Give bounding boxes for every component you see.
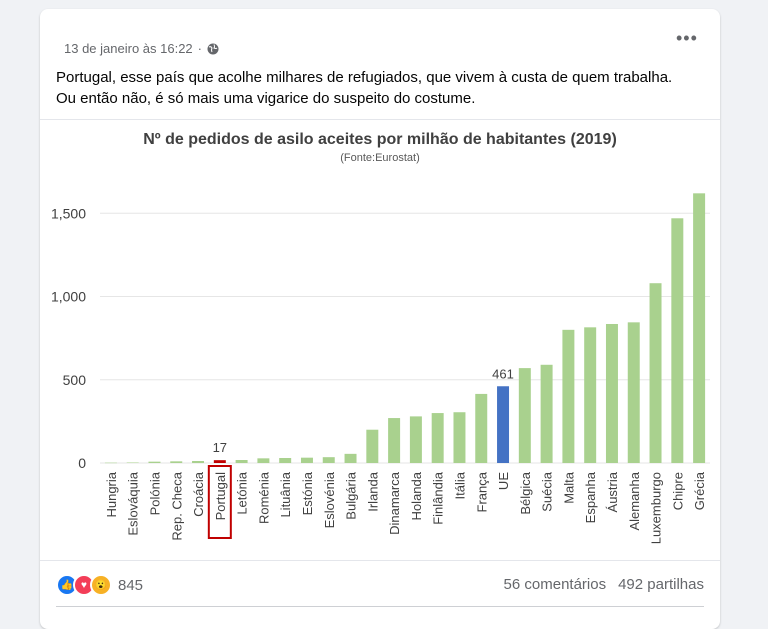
bar-espanha <box>584 327 597 463</box>
more-options-icon[interactable]: ••• <box>676 28 698 48</box>
reaction-count: 845 <box>118 576 144 594</box>
bar-dinamarca <box>388 418 401 463</box>
bar-bulg-ria <box>344 453 357 463</box>
bar-let-nia <box>235 460 248 463</box>
x-tick-label: Chipre <box>670 472 685 510</box>
x-tick-label: Letónia <box>235 471 250 514</box>
x-tick-label: Eslovénia <box>322 471 337 528</box>
bar--ustria <box>605 323 618 463</box>
bar-b-lgica <box>518 368 531 463</box>
x-tick-label: Finlândia <box>431 471 446 525</box>
x-tick-label: Bélgica <box>518 471 533 514</box>
bar-hungria <box>104 462 117 464</box>
bar-irlanda <box>366 429 379 463</box>
x-tick-label: Portugal <box>213 472 228 521</box>
like-icon: 👍 <box>56 574 78 596</box>
post-timestamp[interactable]: 13 de janeiro às 16:22 <box>64 41 193 56</box>
x-tick-label: Luxemburgo <box>649 472 664 544</box>
x-tick-label: Áustria <box>605 471 620 512</box>
bar-rom-nia <box>257 458 270 463</box>
bar-su-cia <box>540 364 553 463</box>
post-text-line-1: Portugal, esse país que acolhe milhares … <box>56 69 673 86</box>
shares-count[interactable]: 492 partilhas <box>618 576 704 593</box>
header-separator: · <box>197 41 202 56</box>
globe-icon <box>207 43 219 55</box>
bar-luxemburgo <box>649 283 662 463</box>
x-tick-label: Espanha <box>583 471 598 523</box>
post-text: Portugal, esse país que acolhe milhares … <box>56 67 706 109</box>
bar-gr-cia <box>693 193 706 463</box>
y-tick-label: 1,000 <box>51 289 86 305</box>
y-tick-label: 500 <box>63 372 87 388</box>
x-tick-label: Bulgária <box>344 471 359 519</box>
x-tick-label: Lituânia <box>278 471 293 517</box>
x-tick-label: Eslováquia <box>126 471 141 535</box>
x-tick-label: França <box>474 471 489 512</box>
x-tick-label: Estónia <box>300 471 315 515</box>
wow-icon: 😮 <box>90 574 112 596</box>
bar-alemanha <box>627 322 640 463</box>
x-tick-label: Suécia <box>540 471 555 512</box>
comments-count[interactable]: 56 comentários <box>503 576 607 593</box>
chart-image[interactable]: Nº de pedidos de asilo aceites por milhã… <box>40 119 720 561</box>
x-tick-label: Croácia <box>191 471 206 517</box>
x-tick-label: Grécia <box>692 471 707 510</box>
post-footer: 👍 ♥ 😮 845 56 comentários 492 partilhas <box>56 570 704 600</box>
bar-cro-cia <box>192 461 205 463</box>
x-tick-label: UE <box>496 472 511 490</box>
x-tick-label: Dinamarca <box>387 471 402 535</box>
reactions[interactable]: 👍 ♥ 😮 845 <box>56 574 143 596</box>
bar-rep-checa <box>170 461 183 463</box>
data-label: 17 <box>213 440 227 455</box>
portugal-highlight-box <box>207 465 232 539</box>
bar-finl-ndia <box>431 413 444 463</box>
bar-malta <box>562 329 575 463</box>
post-text-line-2: Ou então não, é só mais uma vigarice do … <box>56 90 476 107</box>
x-tick-label: Irlanda <box>365 471 380 512</box>
bar-eslov-nia <box>322 457 335 463</box>
bar-chart: Nº de pedidos de asilo aceites por milhã… <box>51 131 710 544</box>
footer-divider <box>56 606 704 607</box>
x-tick-label: Polónia <box>147 471 162 515</box>
bar-litu-nia <box>279 458 292 463</box>
x-tick-label: Holanda <box>409 471 424 520</box>
y-tick-label: 1,500 <box>51 205 86 221</box>
x-tick-label: Malta <box>561 471 576 504</box>
x-tick-label: Roménia <box>256 471 271 524</box>
chart-title: Nº de pedidos de asilo aceites por milhã… <box>143 131 617 148</box>
x-tick-label: Rep. Checa <box>169 471 184 540</box>
x-tick-label: Itália <box>452 471 467 499</box>
data-label: 461 <box>492 366 514 381</box>
x-tick-label: Hungria <box>104 471 119 517</box>
bar-est-nia <box>300 457 313 463</box>
post-stats: 56 comentários 492 partilhas <box>504 576 704 593</box>
bar-chipre <box>671 218 684 463</box>
bar-ue <box>497 386 510 463</box>
x-tick-label: Alemanha <box>627 471 642 530</box>
bar-it-lia <box>453 412 466 463</box>
post-header: 13 de janeiro às 16:22 · <box>64 41 219 56</box>
bar-holanda <box>409 416 422 463</box>
bar-eslov-quia <box>126 462 139 464</box>
bar-fran-a <box>475 393 488 463</box>
bar-portugal <box>213 460 226 463</box>
chart-subtitle: (Fonte:Eurostat) <box>340 152 419 164</box>
bar-pol-nia <box>148 461 161 463</box>
y-tick-label: 0 <box>78 455 86 471</box>
